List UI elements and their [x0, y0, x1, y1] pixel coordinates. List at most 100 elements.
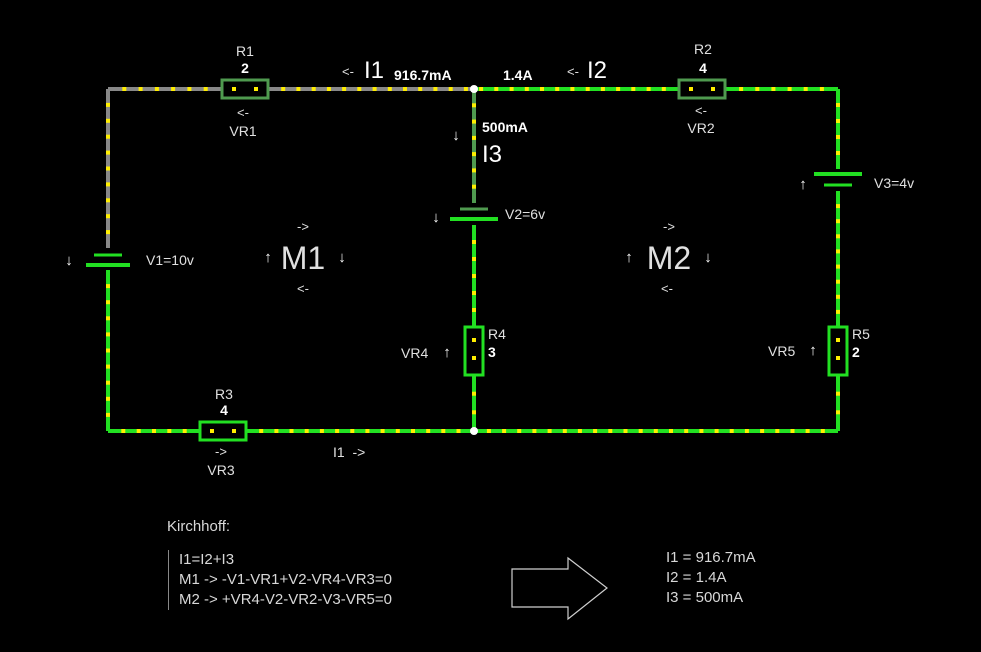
kirchhoff-title: Kirchhoff: — [167, 518, 231, 535]
current-dot — [532, 429, 537, 433]
current-dot — [820, 429, 825, 433]
resistor-r4[interactable] — [463, 325, 485, 377]
resistor-r5[interactable] — [827, 325, 849, 377]
current-dot — [106, 118, 110, 123]
current-dot — [106, 230, 110, 235]
r1-value: 2 — [241, 60, 249, 76]
current-dot — [472, 119, 476, 124]
result-i2: I2 = 1.4A — [666, 569, 727, 586]
current-dot — [836, 103, 840, 107]
current-dot — [418, 87, 423, 91]
equation-current: I1=I2+I3 — [179, 551, 235, 568]
current-dot — [593, 429, 598, 433]
current-dot — [106, 412, 110, 417]
current-dot — [403, 87, 407, 91]
current-dot — [326, 87, 331, 91]
current-dot — [387, 87, 392, 91]
current-dot — [486, 429, 491, 433]
m2-label: M2 — [647, 240, 691, 276]
current-dot — [577, 429, 582, 433]
current-dot — [494, 87, 499, 91]
current-dot — [281, 87, 286, 91]
current-dot — [319, 429, 324, 433]
current-dot — [714, 429, 719, 433]
current-dot — [441, 429, 446, 433]
results-panel: I1 = 916.7mA I2 = 1.4A I3 = 500mA — [666, 548, 756, 608]
current-dot — [106, 198, 110, 203]
resistor-r3[interactable] — [198, 420, 248, 442]
current-dot — [517, 429, 522, 433]
current-dot — [623, 429, 628, 433]
current-dot — [106, 300, 110, 305]
current-dot — [739, 87, 744, 91]
resistor-r2[interactable] — [677, 78, 727, 100]
current-dots — [106, 87, 840, 433]
current-dot — [106, 332, 110, 337]
r4-value: 3 — [488, 344, 496, 360]
v1-label: V1=10v — [146, 252, 194, 268]
r1-vr-arrow: <- — [237, 105, 249, 120]
current-dot — [836, 119, 840, 123]
r2-name: R2 — [694, 41, 712, 57]
current-dot — [187, 87, 192, 91]
i3-value: 500mA — [482, 119, 528, 135]
i1-label: I1 — [364, 57, 384, 84]
current-dot — [472, 240, 476, 244]
current-dot — [472, 135, 476, 140]
current-dot — [463, 87, 468, 91]
current-dot — [138, 87, 143, 91]
current-dot — [744, 429, 749, 433]
current-dot — [836, 294, 840, 299]
current-dot — [426, 429, 431, 433]
vr5-label: VR5 — [768, 343, 795, 359]
current-dot — [274, 429, 279, 433]
current-dot — [836, 279, 840, 284]
result-i3: I3 = 500mA — [666, 589, 744, 606]
r3-vr-label: VR3 — [207, 462, 234, 478]
current-dot — [182, 429, 187, 433]
current-dot — [106, 134, 110, 139]
current-dot — [154, 87, 159, 91]
big-right-arrow-icon — [511, 556, 608, 621]
current-dot — [167, 429, 172, 433]
current-dot — [661, 87, 666, 91]
m2-arrow-top: -> — [663, 219, 675, 234]
current-dot — [472, 257, 476, 261]
resistor-r1[interactable] — [220, 78, 270, 100]
current-dot — [760, 429, 765, 433]
current-dot — [472, 391, 476, 396]
current-dot — [836, 264, 840, 269]
battery-v2 — [450, 203, 498, 225]
current-dot — [653, 429, 658, 433]
m1-up-arrow-icon: ↑ — [264, 249, 272, 266]
current-dot — [638, 429, 643, 433]
current-dot — [755, 87, 760, 91]
i1-bottom-label: I1 -> — [333, 444, 365, 460]
m2-down-arrow-icon: ↓ — [704, 249, 712, 266]
current-dot — [585, 87, 590, 91]
current-dot — [729, 429, 734, 433]
current-dot — [456, 429, 461, 433]
r3-value: 4 — [220, 402, 228, 418]
v2-label: V2=6v — [505, 206, 545, 222]
m1-arrow-bottom: <- — [297, 281, 309, 296]
current-dot — [669, 429, 673, 433]
r2-value: 4 — [699, 60, 707, 76]
current-dot — [289, 429, 294, 433]
current-dot — [395, 429, 400, 433]
current-dot — [836, 234, 840, 239]
current-dot — [106, 214, 110, 219]
battery-v1 — [86, 248, 130, 270]
current-dot — [616, 87, 621, 91]
m2-up-arrow-icon: ↑ — [625, 249, 633, 266]
current-dot — [342, 87, 347, 91]
current-dot — [555, 87, 560, 91]
vr4-label: VR4 — [401, 345, 428, 361]
current-dot — [122, 87, 127, 91]
current-dot — [836, 204, 840, 209]
equation-mesh2: M2 -> +VR4-V2-VR2-V3-VR5=0 — [179, 591, 393, 608]
current-dot — [259, 429, 264, 433]
kirchhoff-equations: I1=I2+I3 M1 -> -V1-VR1+V2-VR4-VR3=0 M2 -… — [168, 550, 392, 610]
i3-label: I3 — [482, 141, 502, 168]
current-dot — [365, 429, 370, 433]
